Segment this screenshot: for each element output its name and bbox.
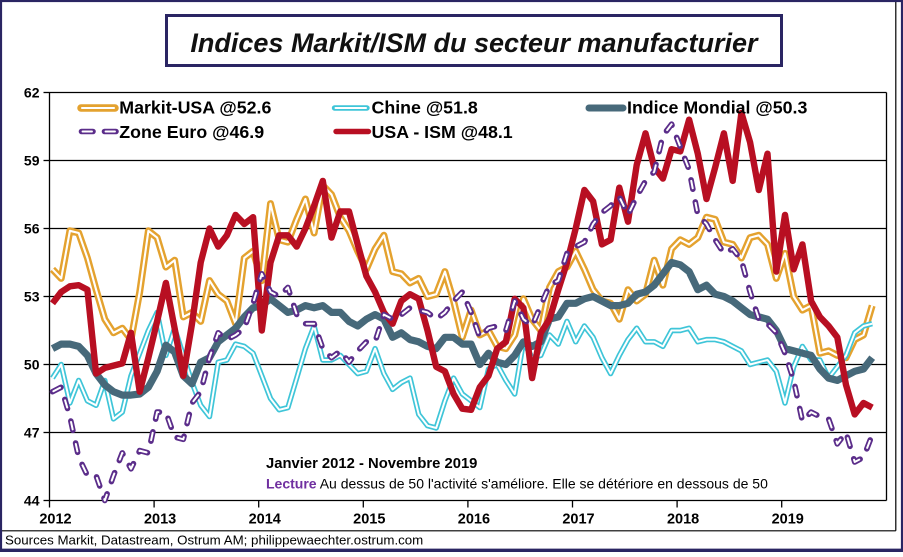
svg-text:2014: 2014 (249, 512, 281, 528)
svg-text:Indices Markit/ISM du secteur: Indices Markit/ISM du secteur manufactur… (190, 28, 759, 58)
svg-text:44: 44 (24, 493, 40, 509)
svg-text:2018: 2018 (667, 512, 699, 528)
svg-text:2016: 2016 (458, 512, 490, 528)
svg-text:62: 62 (24, 85, 40, 101)
svg-text:53: 53 (24, 289, 40, 305)
svg-text:2015: 2015 (353, 512, 385, 528)
svg-text:Janvier 2012 - Novembre 2019: Janvier 2012 - Novembre 2019 (266, 456, 477, 472)
svg-text:Markit-USA @52.6: Markit-USA @52.6 (119, 97, 271, 117)
svg-text:USA - ISM @48.1: USA - ISM @48.1 (372, 122, 513, 142)
svg-text:2013: 2013 (144, 512, 176, 528)
svg-text:Chine @51.8: Chine @51.8 (372, 97, 478, 117)
svg-text:2012: 2012 (39, 512, 71, 528)
svg-text:Zone Euro @46.9: Zone Euro @46.9 (119, 122, 264, 142)
svg-text:Lecture Au dessus de 50 l'acti: Lecture Au dessus de 50 l'activité s'amé… (266, 476, 768, 492)
svg-text:2019: 2019 (772, 512, 804, 528)
svg-text:Indice Mondial @50.3: Indice Mondial @50.3 (627, 97, 807, 117)
svg-text:2017: 2017 (562, 512, 594, 528)
svg-text:59: 59 (24, 153, 40, 169)
svg-text:50: 50 (24, 357, 40, 373)
svg-text:Sources Markit, Datastream, O: Sources Markit, Datastream, Ostrum AM; p… (5, 533, 423, 548)
svg-text:47: 47 (24, 425, 40, 441)
svg-text:56: 56 (24, 221, 40, 237)
